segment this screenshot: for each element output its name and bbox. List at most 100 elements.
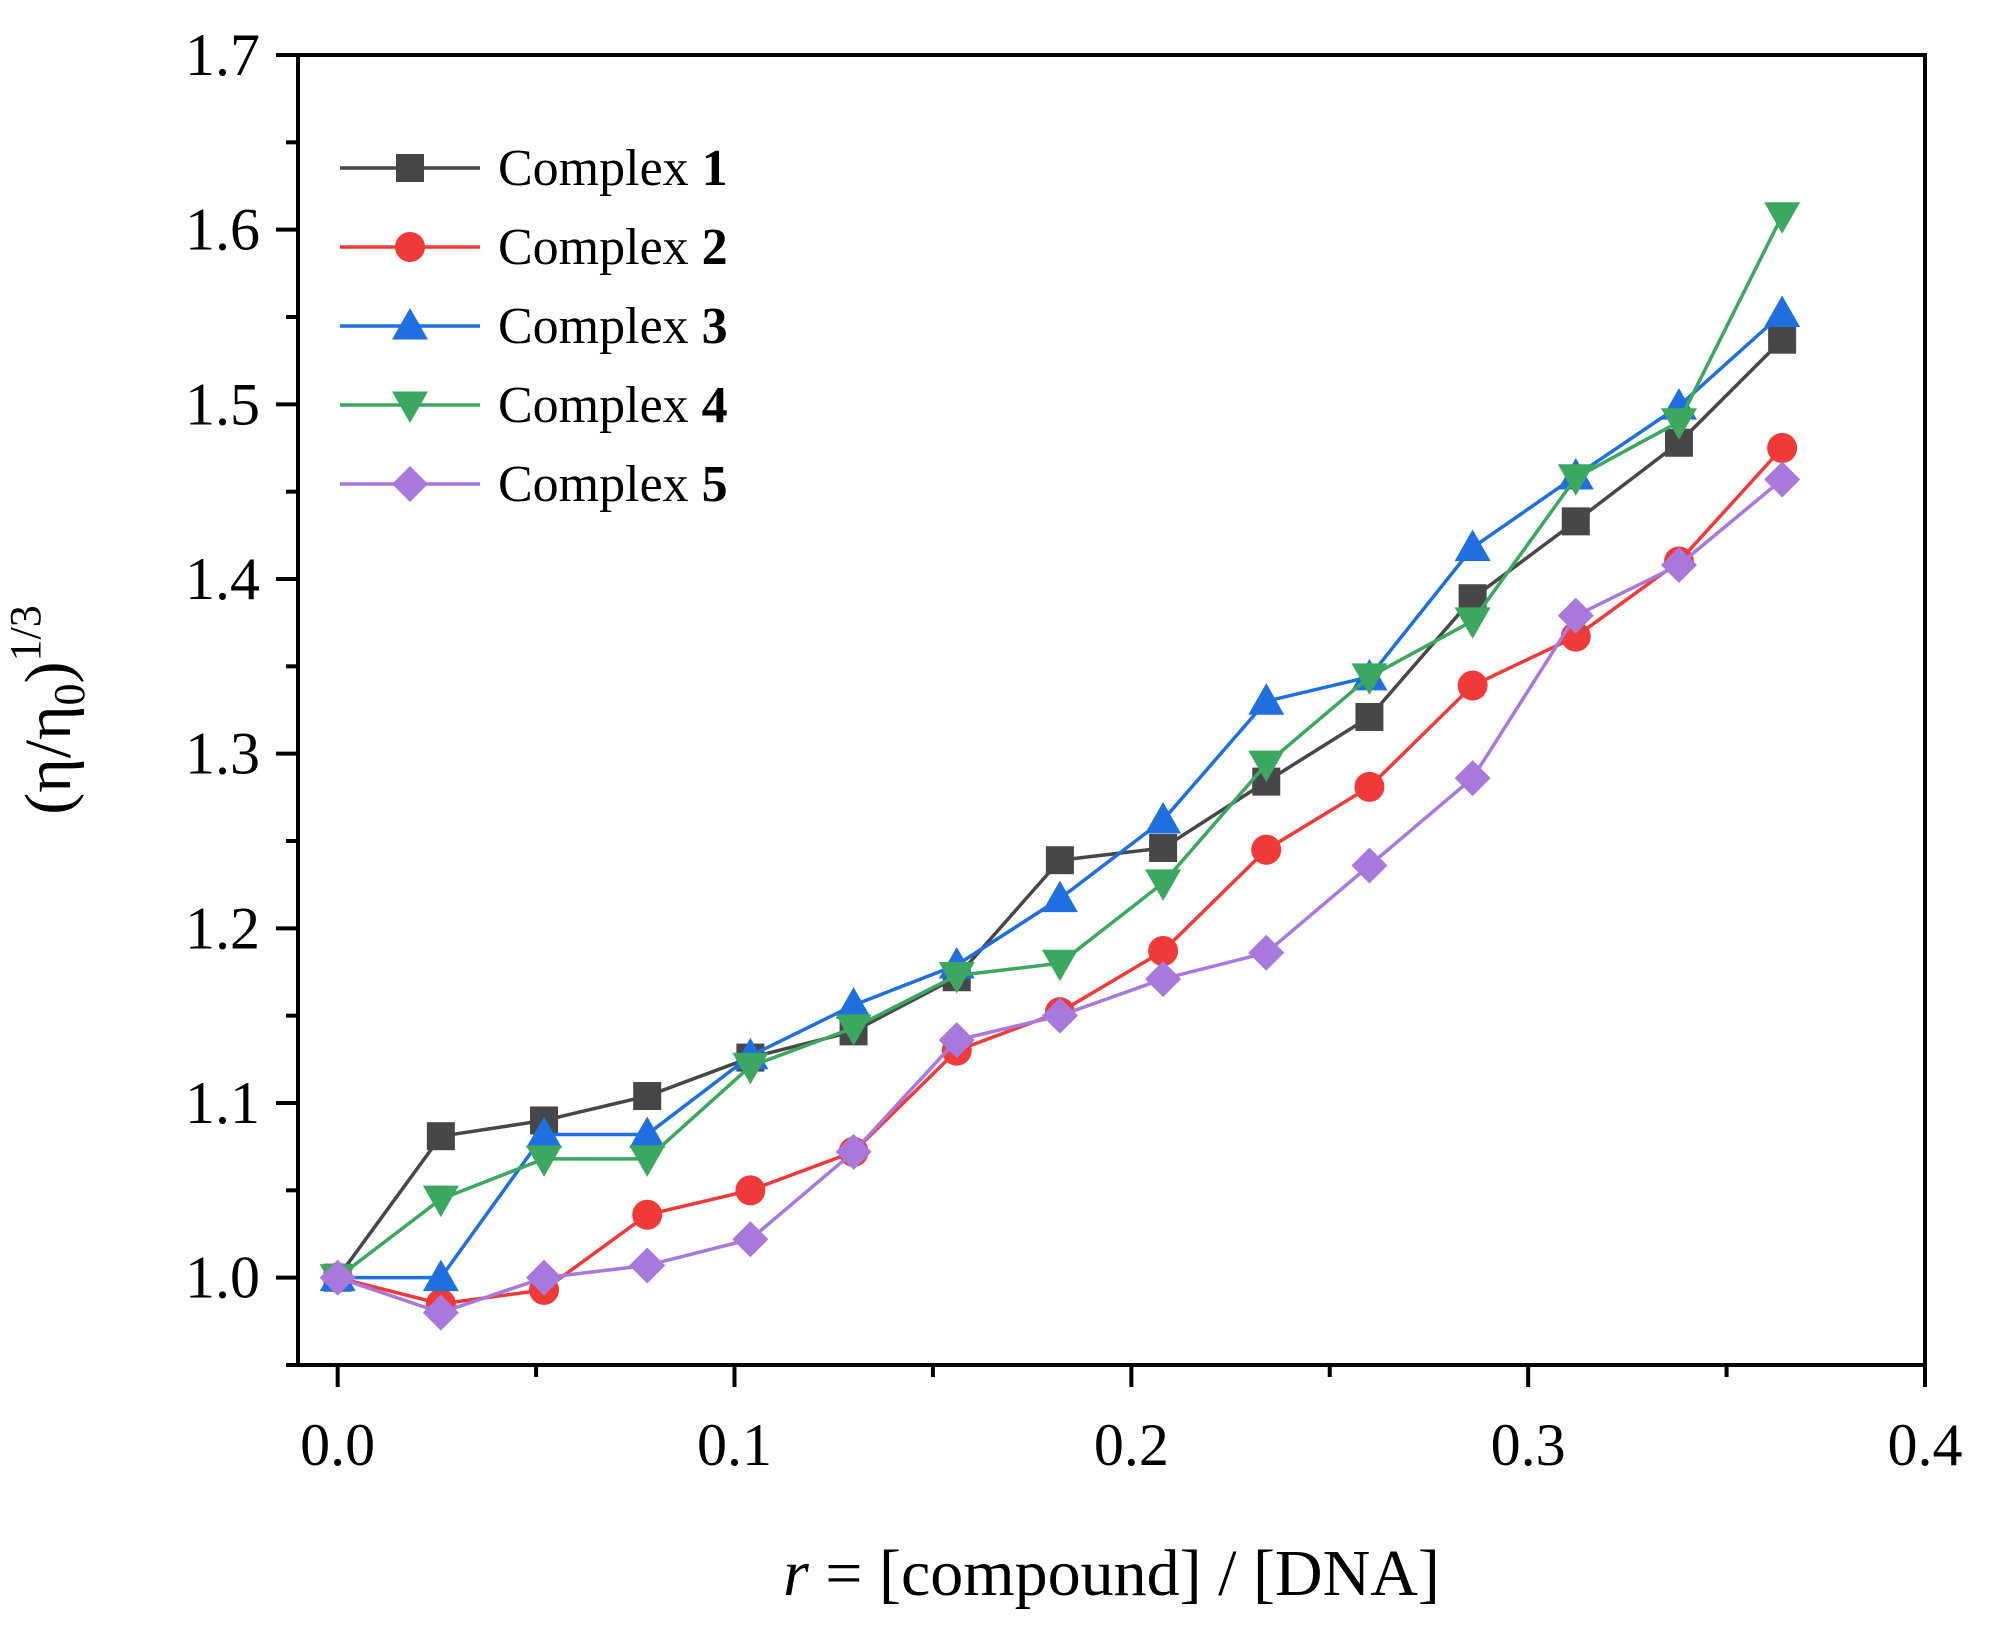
data-point	[422, 1259, 459, 1292]
data-point	[1248, 750, 1285, 783]
data-point	[1764, 461, 1801, 498]
legend-entry-3: Complex 3	[340, 298, 728, 355]
series-4	[319, 202, 1801, 1296]
y-tick-label: 1.7	[185, 22, 260, 88]
data-point	[629, 1116, 666, 1148]
data-point	[1148, 936, 1179, 967]
data-point	[1351, 847, 1388, 884]
data-point	[629, 1247, 666, 1284]
data-point	[938, 1022, 975, 1059]
legend-label-number: 5	[702, 456, 728, 513]
x-axis-title-rest: = [compound] / [DNA]	[809, 1537, 1440, 1610]
x-tick-label: 0.3	[1491, 1412, 1566, 1478]
data-point	[1041, 997, 1078, 1034]
legend-entry-1: Complex 1	[340, 140, 728, 197]
legend-label-number: 3	[702, 298, 728, 355]
data-point	[1561, 507, 1590, 536]
series-line	[337, 446, 1784, 1306]
legend-label: Complex 5	[498, 456, 728, 513]
data-point	[632, 1199, 663, 1230]
legend-marker	[392, 391, 428, 423]
data-point	[1454, 607, 1491, 639]
legend-label-number: 2	[702, 219, 728, 276]
data-point	[835, 987, 872, 1019]
data-point	[1248, 683, 1285, 715]
data-point	[1457, 670, 1488, 701]
data-point	[1557, 597, 1594, 634]
data-point	[938, 961, 975, 994]
data-point	[1045, 846, 1074, 875]
series-3	[319, 295, 1801, 1292]
x-tick-labels: 0.0 0.1 0.2 0.3 0.4	[300, 1412, 1962, 1478]
data-point	[1768, 325, 1797, 354]
data-point	[1454, 529, 1491, 562]
data-point	[629, 1145, 666, 1177]
y-axis-title-base: (η/η	[12, 705, 85, 814]
y-tick-label: 1.6	[185, 197, 260, 263]
x-tick-label: 0.0	[300, 1412, 375, 1478]
series-5	[319, 461, 1801, 1331]
y-tick-labels: 1.0 1.1 1.2 1.3 1.4 1.5 1.6 1.7	[185, 22, 260, 1311]
y-tick-label: 1.2	[185, 895, 260, 961]
data-point	[1767, 433, 1798, 463]
legend-label: Complex 4	[498, 377, 728, 434]
legend-label-name: Complex	[498, 377, 702, 434]
data-point	[426, 1122, 455, 1151]
legend-label-name: Complex	[498, 456, 702, 513]
legend-label-name: Complex	[498, 298, 702, 355]
y-tick-label: 1.1	[185, 1070, 260, 1136]
data-point	[732, 1052, 769, 1085]
legend-label-number: 4	[702, 377, 728, 434]
y-tick-label: 1.3	[185, 721, 260, 787]
y-axis-title-superscript: 1/3	[1, 605, 50, 661]
data-point	[1660, 408, 1697, 440]
data-point	[1041, 949, 1078, 982]
data-point	[1764, 202, 1801, 234]
y-tick-label: 1.5	[185, 371, 260, 437]
y-tick-label: 1.4	[185, 546, 260, 612]
data-point	[735, 1175, 766, 1206]
data-point	[835, 1014, 872, 1046]
legend-marker	[395, 232, 425, 262]
data-point	[1454, 760, 1491, 797]
data-point	[1248, 934, 1285, 971]
legend-label: Complex 2	[498, 219, 728, 276]
series-layer	[319, 202, 1801, 1331]
x-tick-label: 0.4	[1888, 1412, 1963, 1478]
series-2	[322, 433, 1798, 1319]
data-point	[1354, 771, 1385, 802]
legend-label: Complex 3	[498, 298, 728, 355]
x-tick-label: 0.1	[697, 1412, 772, 1478]
data-point	[1351, 663, 1388, 695]
plot-frame	[296, 53, 1927, 1367]
x-axis-title: r = [compound] / [DNA]	[783, 1537, 1440, 1610]
y-tick-label: 1.0	[185, 1245, 260, 1311]
legend-entry-4: Complex 4	[340, 377, 728, 434]
data-point	[1251, 834, 1282, 865]
data-point	[835, 1133, 872, 1170]
legend-marker	[392, 308, 428, 340]
data-point	[526, 1116, 563, 1148]
data-point	[422, 1294, 459, 1331]
data-point	[1145, 960, 1182, 997]
data-point	[422, 1185, 459, 1218]
legend-label-number: 1	[702, 140, 728, 197]
legend-label-name: Complex	[498, 140, 702, 197]
data-point	[1660, 547, 1697, 584]
data-point	[526, 1259, 563, 1296]
data-point	[1145, 869, 1182, 901]
legend-label-name: Complex	[498, 219, 702, 276]
y-axis-title-subscript: 0	[45, 683, 94, 705]
legend-entry-5: Complex 5	[340, 456, 728, 513]
x-axis-title-var: r	[783, 1537, 809, 1610]
data-point	[1149, 833, 1178, 862]
data-point	[1355, 702, 1384, 731]
data-point	[1764, 295, 1801, 328]
legend-entry-2: Complex 2	[340, 219, 728, 276]
legend-marker	[392, 466, 428, 502]
data-point	[319, 1259, 356, 1296]
x-tick-label: 0.2	[1094, 1412, 1169, 1478]
y-axis-title: (η/η0)1/3	[1, 605, 94, 815]
